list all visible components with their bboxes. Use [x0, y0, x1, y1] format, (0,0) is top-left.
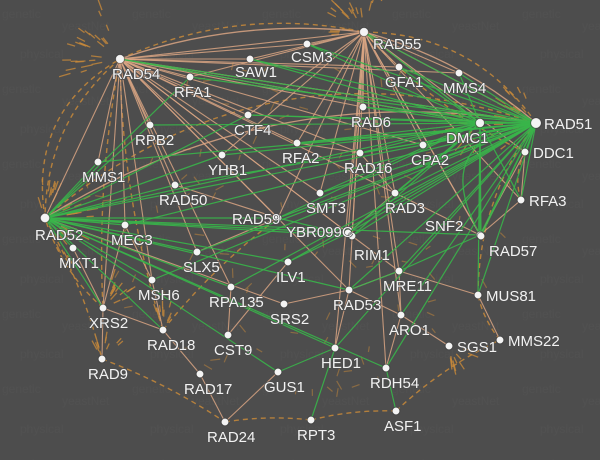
svg-text:MMS22: MMS22 [508, 333, 560, 350]
svg-text:RFA1: RFA1 [174, 84, 212, 101]
svg-text:RFA2: RFA2 [282, 150, 320, 167]
svg-text:RIM1: RIM1 [354, 247, 390, 264]
svg-text:RAD6: RAD6 [351, 114, 391, 131]
svg-text:MSH6: MSH6 [138, 287, 180, 304]
svg-text:SMT3: SMT3 [306, 200, 346, 217]
svg-text:SGS1: SGS1 [457, 339, 497, 356]
svg-text:RAD9: RAD9 [88, 366, 128, 383]
svg-text:RAD3: RAD3 [385, 200, 425, 217]
svg-text:YBR099C: YBR099C [286, 224, 353, 241]
svg-text:RPB2: RPB2 [135, 132, 174, 149]
svg-text:YHB1: YHB1 [208, 162, 247, 179]
svg-text:MRE11: MRE11 [383, 278, 432, 295]
svg-text:RAD17: RAD17 [184, 381, 232, 398]
svg-text:SRS2: SRS2 [270, 311, 309, 328]
svg-text:RAD59: RAD59 [232, 211, 280, 228]
svg-text:DMC1: DMC1 [446, 130, 489, 147]
svg-text:ILV1: ILV1 [276, 269, 306, 286]
svg-text:CSM3: CSM3 [291, 49, 333, 66]
svg-text:RAD57: RAD57 [489, 243, 537, 260]
svg-text:RAD24: RAD24 [207, 429, 255, 446]
svg-text:RAD50: RAD50 [159, 192, 207, 209]
svg-text:SAW1: SAW1 [235, 64, 277, 81]
svg-text:RAD52: RAD52 [35, 227, 83, 244]
svg-text:RAD51: RAD51 [544, 116, 592, 133]
svg-text:SLX5: SLX5 [183, 259, 220, 276]
svg-text:MMS4: MMS4 [443, 80, 486, 97]
svg-text:MKT1: MKT1 [59, 255, 99, 272]
svg-text:DDC1: DDC1 [533, 145, 574, 162]
svg-text:RPA135: RPA135 [209, 294, 264, 311]
svg-text:RDH54: RDH54 [370, 375, 419, 392]
svg-text:CST9: CST9 [214, 342, 252, 359]
svg-text:MUS81: MUS81 [486, 288, 536, 305]
svg-text:RPT3: RPT3 [297, 427, 335, 444]
svg-text:MEC3: MEC3 [111, 232, 153, 249]
svg-text:HED1: HED1 [321, 355, 361, 372]
svg-text:RAD18: RAD18 [147, 337, 195, 354]
svg-text:XRS2: XRS2 [89, 315, 128, 332]
svg-text:CTF4: CTF4 [234, 122, 272, 139]
svg-text:ARO1: ARO1 [389, 322, 430, 339]
svg-text:RAD53: RAD53 [333, 297, 381, 314]
svg-text:GFA1: GFA1 [385, 74, 423, 91]
svg-text:RFA3: RFA3 [529, 193, 567, 210]
svg-text:SNF2: SNF2 [425, 218, 463, 235]
svg-text:RAD16: RAD16 [344, 160, 392, 177]
svg-text:MMS1: MMS1 [82, 169, 125, 186]
svg-text:RAD54: RAD54 [112, 66, 160, 83]
svg-text:GUS1: GUS1 [264, 379, 305, 396]
svg-text:ASF1: ASF1 [384, 418, 422, 435]
svg-text:CPA2: CPA2 [411, 152, 449, 169]
svg-text:RAD55: RAD55 [373, 36, 421, 53]
